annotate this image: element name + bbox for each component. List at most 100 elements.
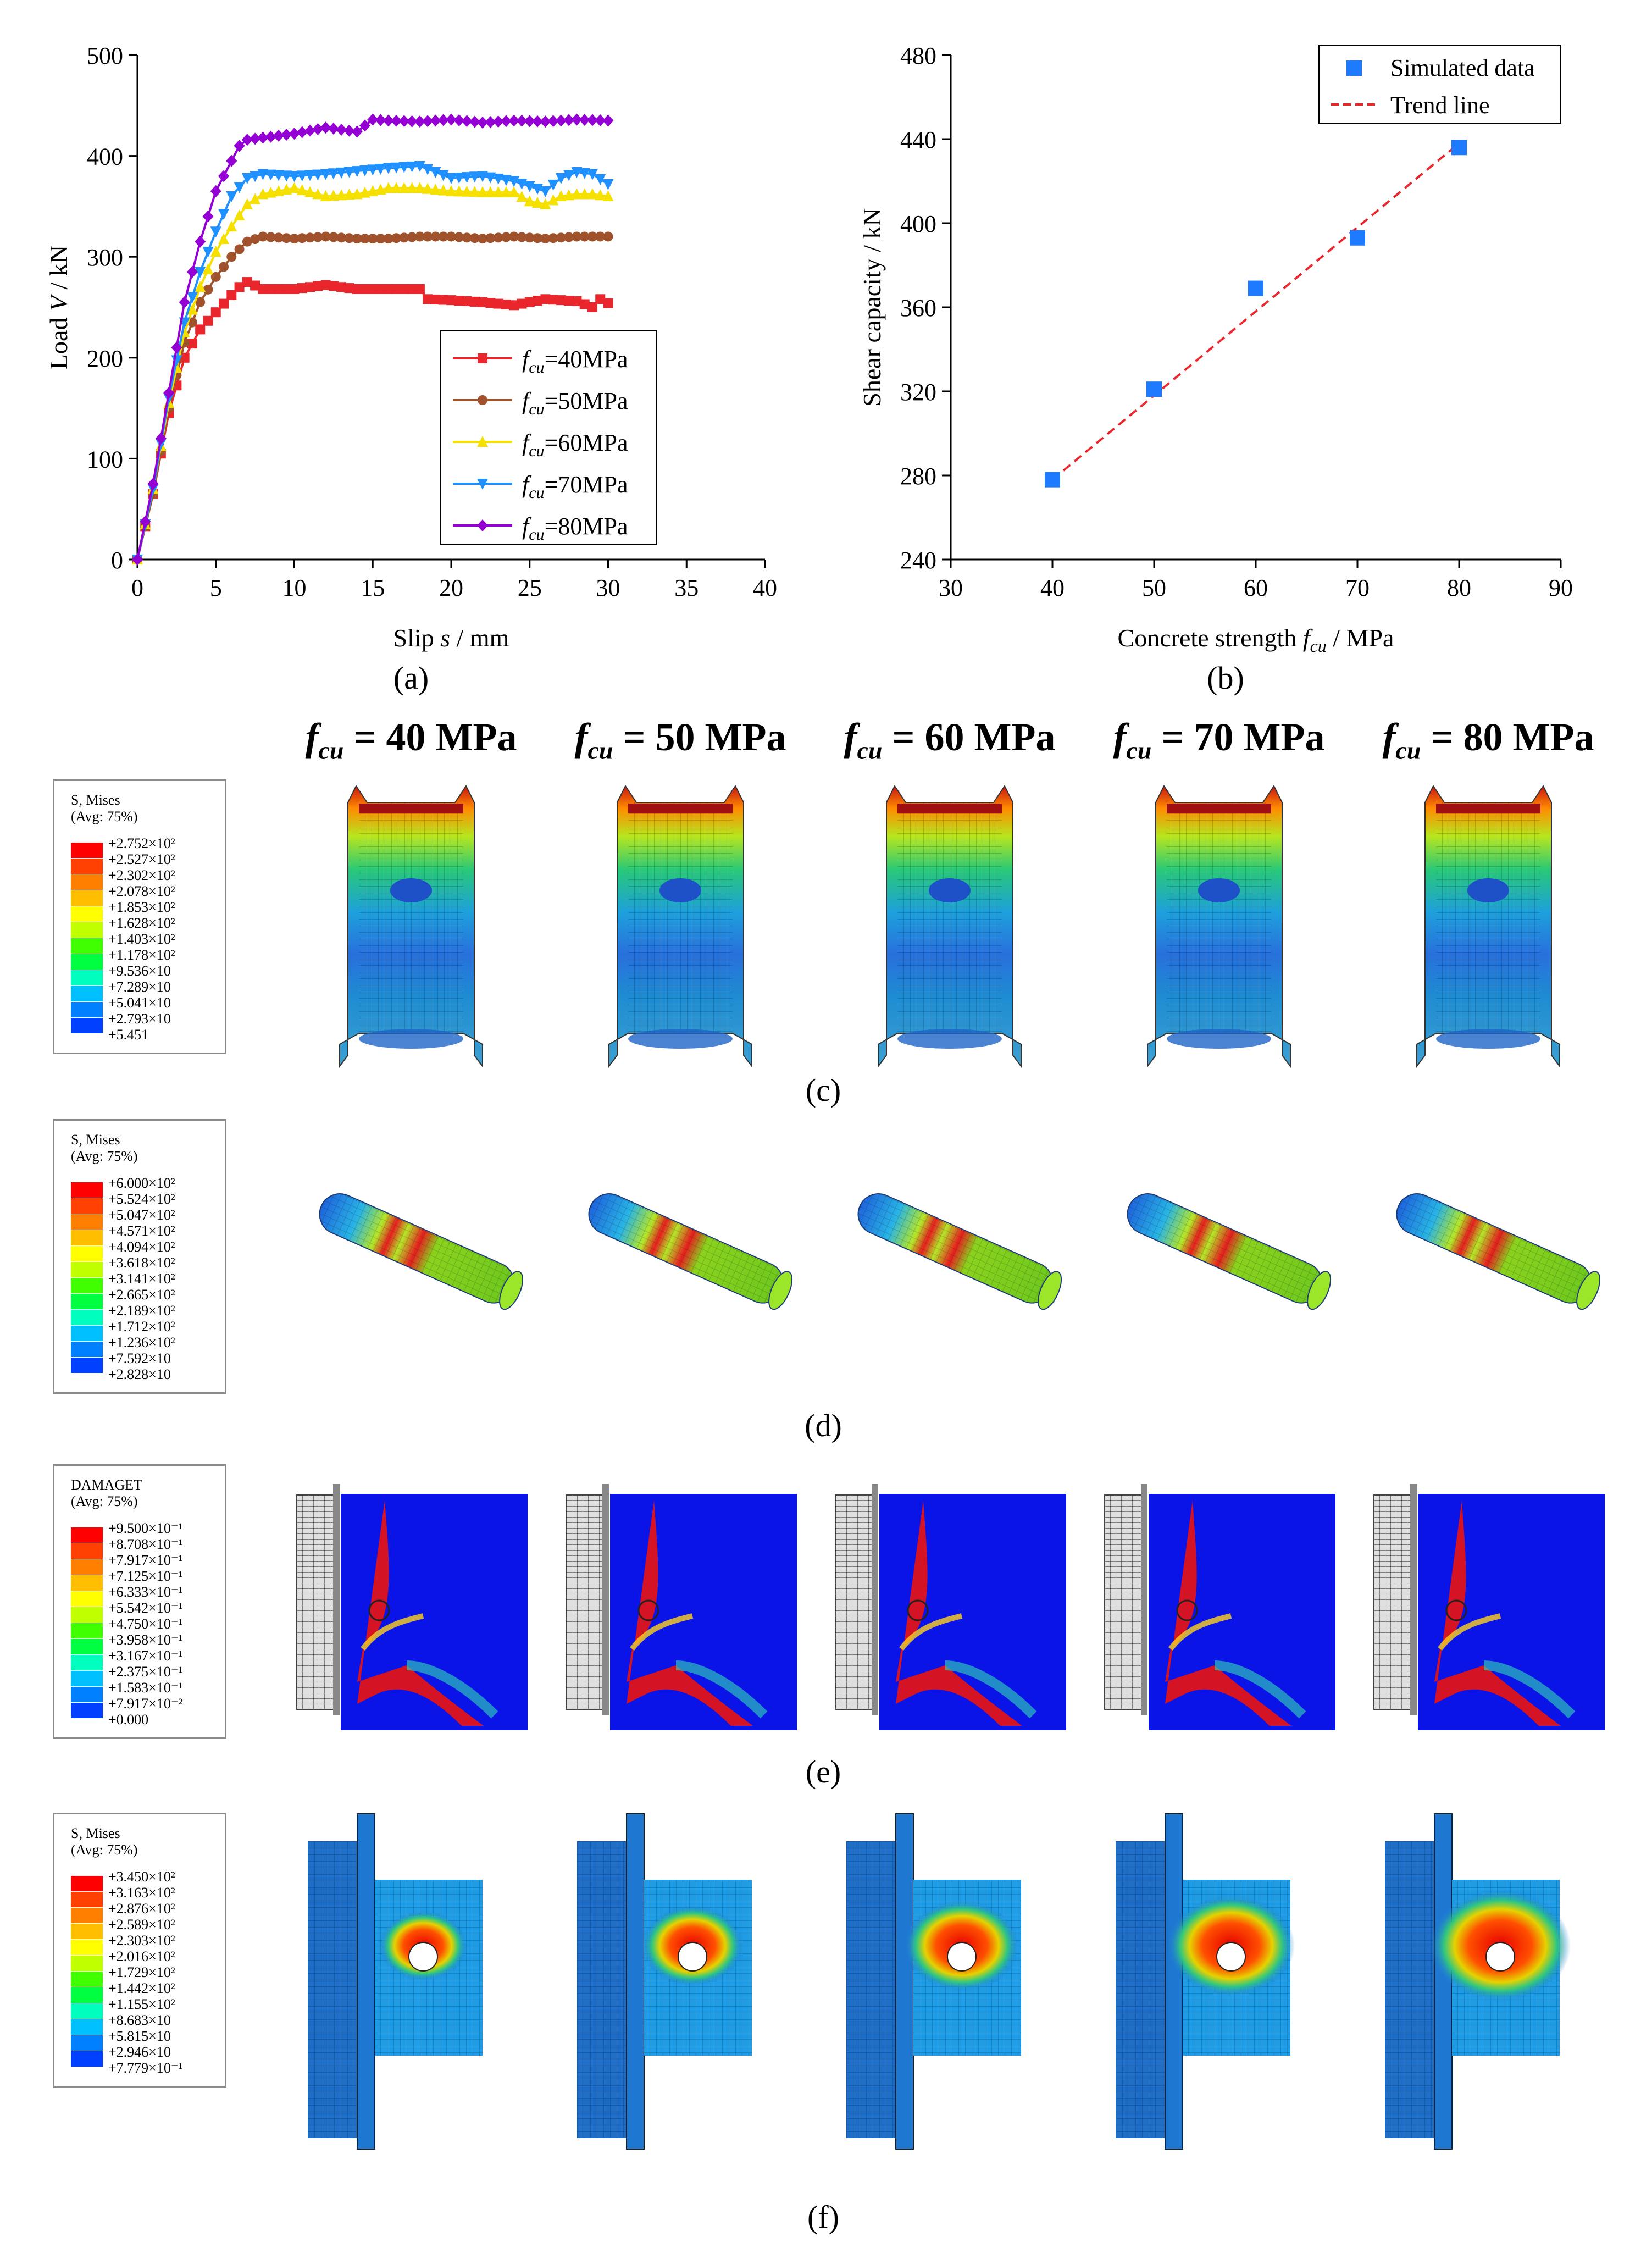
data-point [533, 296, 543, 306]
data-point [320, 169, 331, 180]
top-flange [628, 804, 733, 813]
x-tick-label: 35 [674, 574, 699, 601]
data-point [391, 284, 402, 294]
legend-color-swatch [71, 1559, 103, 1575]
data-point [446, 185, 457, 196]
data-point [1146, 381, 1162, 397]
legend-value: +3.163×10² [108, 1885, 175, 1901]
x-tick-label: 30 [939, 574, 963, 601]
legend-value: +2.665×10² [108, 1287, 175, 1303]
data-point [383, 284, 393, 294]
x-tick-label: 20 [439, 574, 463, 601]
damage-crack [1438, 1613, 1501, 1651]
data-point [532, 115, 544, 128]
legend-value: +1.403×10² [108, 931, 175, 947]
data-point [351, 166, 363, 178]
data-point [305, 232, 315, 243]
y-axis-label: Shear capacity / kN [858, 208, 886, 406]
data-point [430, 167, 441, 178]
legend-color-swatch [71, 1198, 103, 1214]
legend-color-swatch [71, 986, 103, 1001]
data-point [579, 299, 590, 309]
legend-value: +4.571×10² [108, 1223, 175, 1239]
data-point [446, 113, 457, 126]
data-point [461, 172, 473, 184]
legend-color-swatch [71, 1591, 103, 1607]
data-point [453, 173, 465, 184]
data-point [368, 234, 378, 244]
steel-mesh [897, 802, 1002, 1033]
data-point [344, 233, 354, 243]
damage-block-5 [1373, 1484, 1605, 1730]
bolt-3 [857, 1193, 1062, 1310]
legend-value: +3.618×10² [108, 1255, 175, 1271]
data-point [508, 186, 520, 197]
data-point [430, 114, 441, 127]
data-point [312, 123, 324, 135]
row-d-bolt-contours [319, 1193, 1601, 1310]
data-point [540, 115, 551, 128]
damage-block-3 [835, 1484, 1066, 1730]
x-tick-label: 10 [282, 574, 307, 601]
damage-crack [361, 1613, 424, 1651]
bolt-outline [1445, 1599, 1467, 1621]
data-point [281, 184, 292, 195]
data-point [320, 121, 331, 134]
data-point [485, 298, 496, 308]
data-point [281, 129, 292, 141]
damage-zone [357, 1500, 484, 1726]
y-tick-label: 320 [900, 379, 936, 406]
legend-color-swatch [71, 1892, 103, 1907]
y-tick-label: 440 [900, 126, 936, 153]
damage-zone [627, 1500, 753, 1726]
row-e-concrete-damage-contours [296, 1484, 1605, 1730]
data-point [595, 114, 606, 126]
hole-shade [659, 878, 701, 902]
data-point [320, 280, 331, 290]
data-point [423, 294, 433, 304]
data-point [477, 186, 489, 197]
data-point [430, 294, 441, 304]
steel-mesh [1167, 802, 1271, 1033]
data-point [547, 194, 559, 206]
data-point [359, 165, 370, 176]
data-point [595, 174, 606, 185]
bolt-hole [408, 1942, 438, 1972]
legend-color-swatch [71, 1294, 103, 1309]
data-point [241, 173, 253, 184]
legend-marker [478, 353, 487, 363]
title-subscript: cu [318, 736, 344, 765]
column-title-1: fcu = 40 MPa [274, 715, 548, 765]
top-flange [897, 804, 1002, 813]
data-point [602, 179, 614, 191]
data-point [587, 302, 597, 312]
legend [1318, 45, 1561, 124]
data-point [517, 232, 527, 242]
data-point [438, 231, 448, 242]
y-tick-label: 480 [900, 42, 936, 69]
data-point [461, 185, 473, 197]
data-point [399, 284, 409, 294]
legend-subtitle: (Avg: 75%) [71, 1148, 138, 1164]
data-point [563, 114, 575, 126]
legend-marker [477, 436, 488, 447]
data-point [556, 232, 566, 243]
data-point [368, 284, 378, 294]
x-axis-label: Slip s / mm [393, 624, 509, 652]
damage-block-1 [296, 1484, 528, 1730]
data-point [406, 115, 418, 128]
steel-plate [296, 1494, 336, 1710]
x-tick-label: 40 [1040, 574, 1065, 601]
legend-value: +9.536×10 [108, 963, 171, 979]
data-point [524, 232, 535, 243]
plate-edge [333, 1484, 340, 1715]
data-point [398, 115, 410, 128]
data-point [375, 164, 386, 175]
data-point [555, 173, 567, 184]
data-point [202, 210, 214, 223]
steel-shape-1 [339, 785, 483, 1068]
data-point [391, 162, 402, 174]
y-tick-label: 280 [900, 463, 936, 490]
bolt-end [1038, 1271, 1062, 1310]
legend-value: +1.712×10² [108, 1319, 175, 1335]
